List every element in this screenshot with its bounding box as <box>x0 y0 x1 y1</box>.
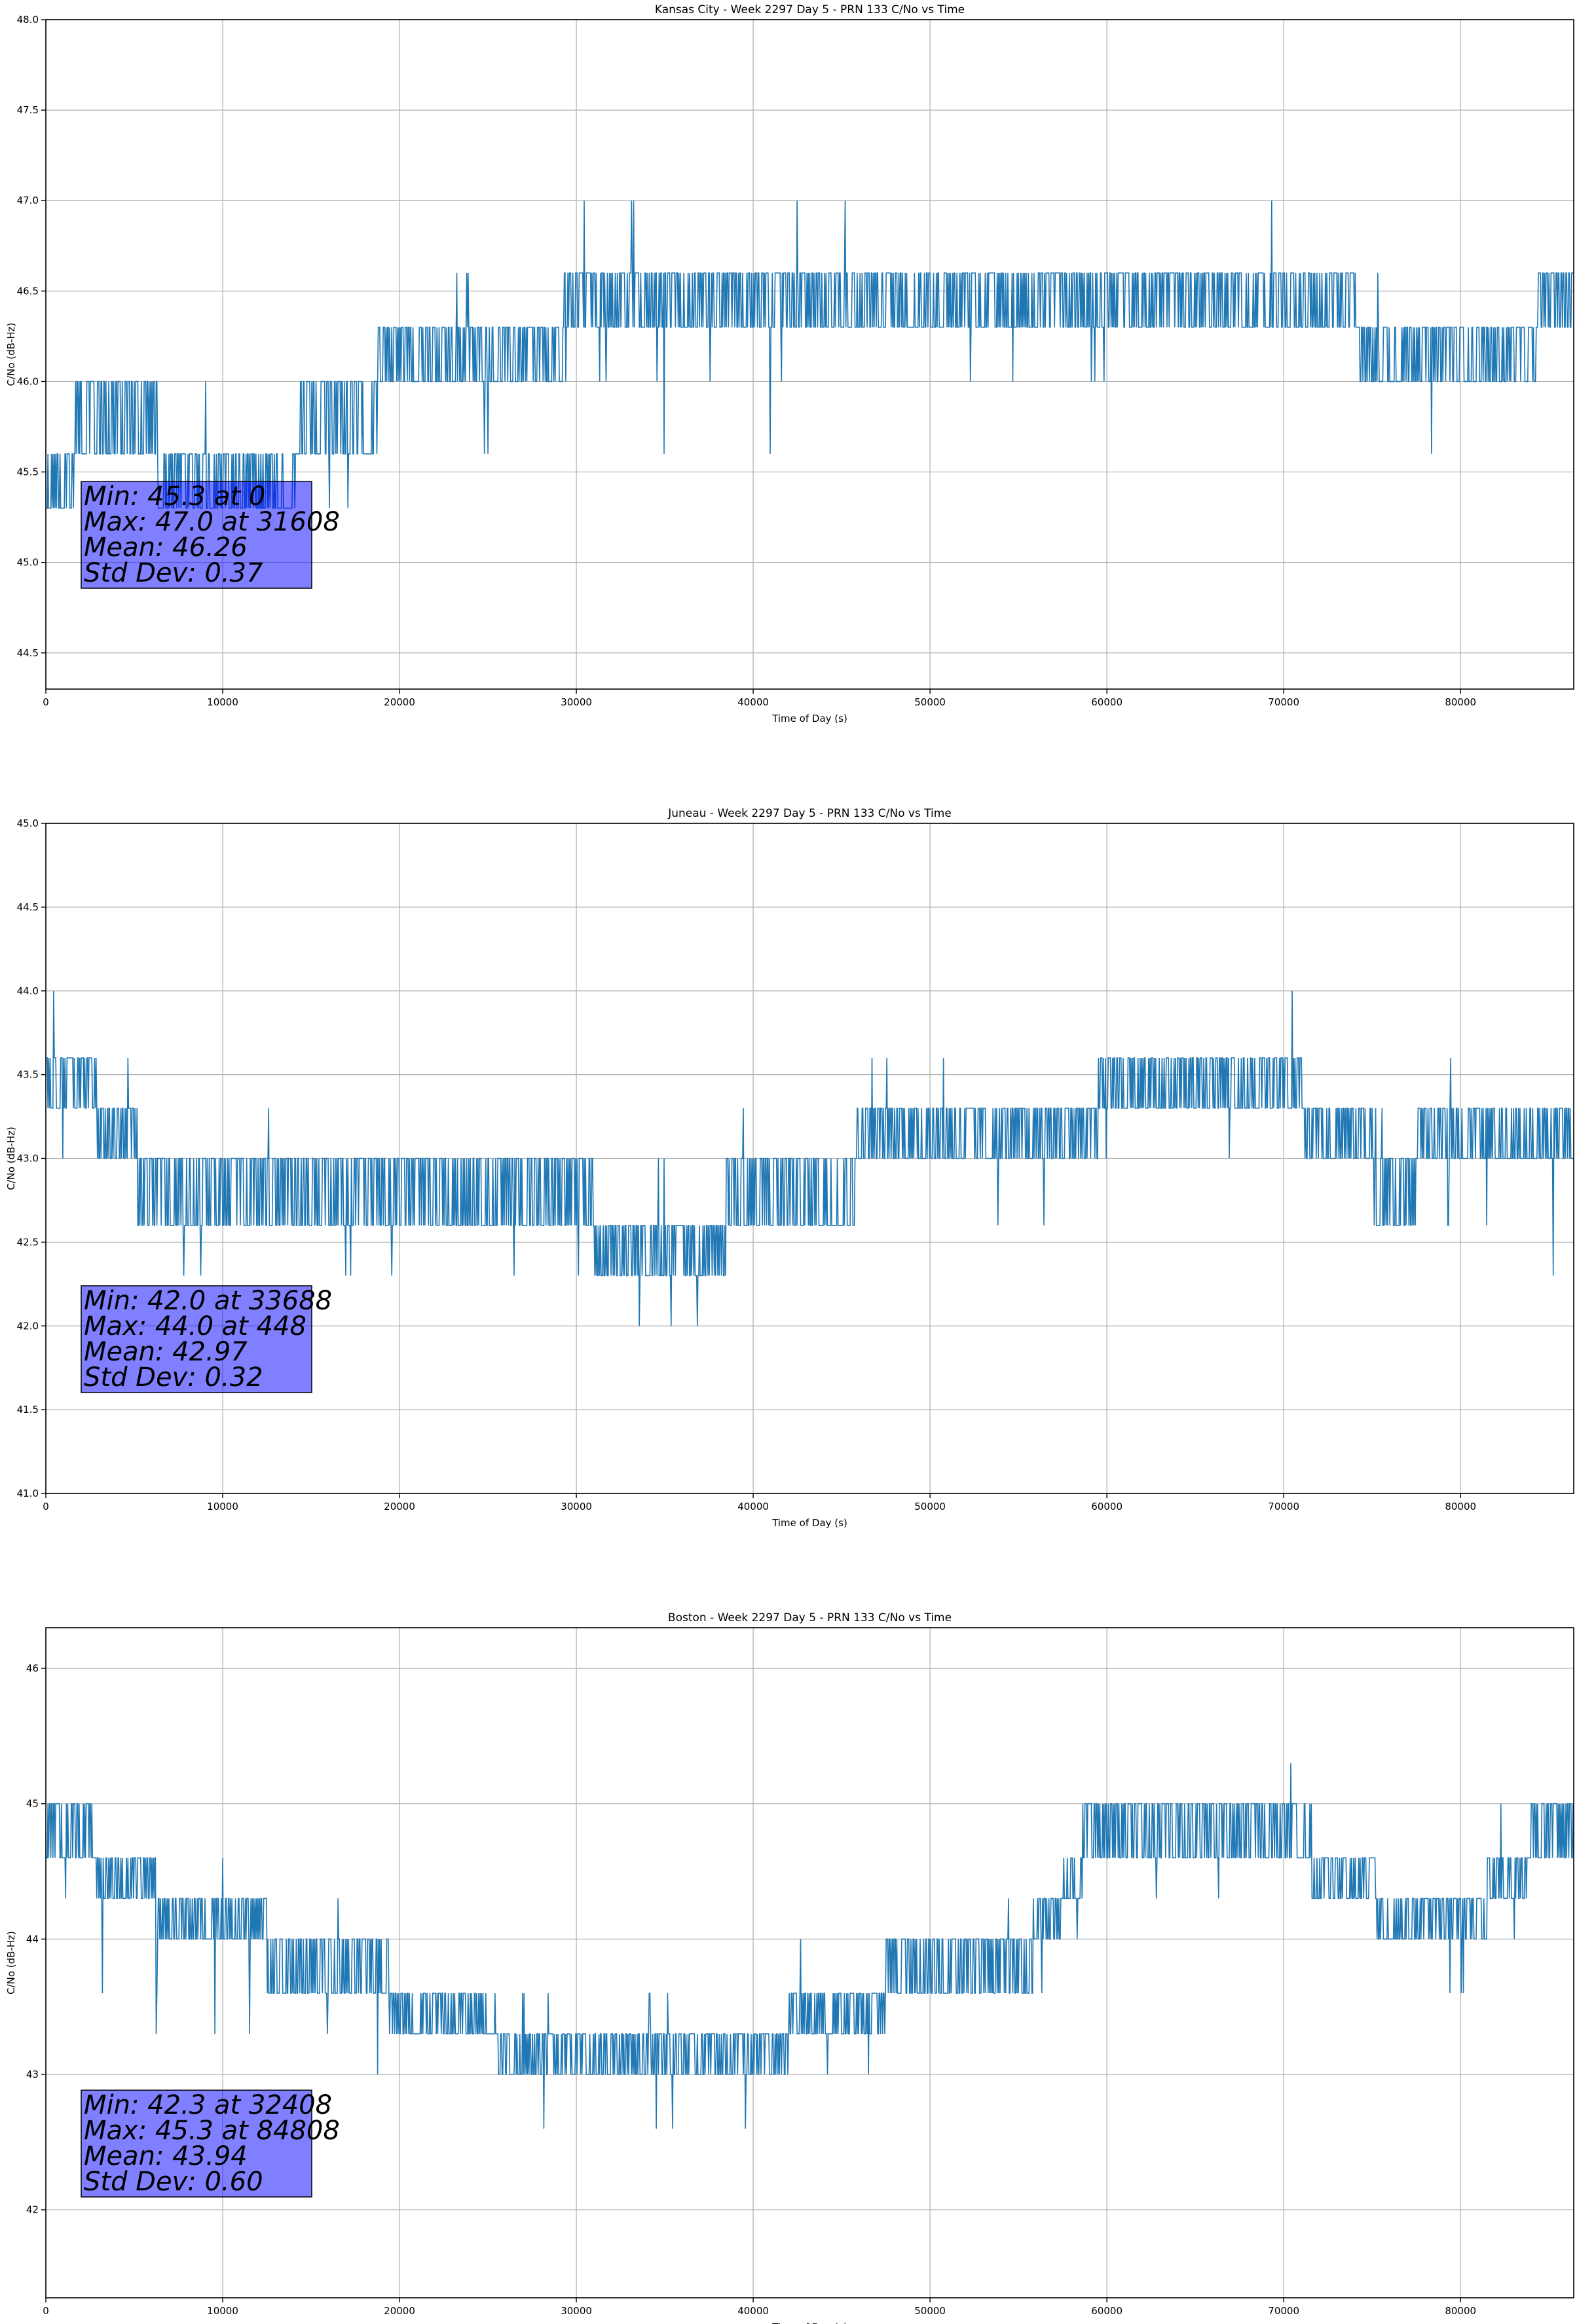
x-tick-label: 30000 <box>561 2305 592 2317</box>
y-tick-label: 42 <box>26 2204 39 2216</box>
x-tick-label: 60000 <box>1091 2305 1122 2317</box>
y-tick-label: 43.0 <box>17 1153 39 1165</box>
stats-line: Min: 42.3 at 32408 <box>84 2090 332 2120</box>
y-tick-label: 46.0 <box>17 375 39 387</box>
y-axis-label: C/No (dB-Hz) <box>5 323 17 386</box>
y-tick-label: 47.5 <box>17 104 39 116</box>
series-line <box>46 1763 1574 2129</box>
y-axis-label: C/No (dB-Hz) <box>5 1931 17 1995</box>
x-tick-label: 50000 <box>914 2305 946 2317</box>
x-tick-label: 30000 <box>561 696 592 708</box>
x-tick-label: 10000 <box>207 2305 238 2317</box>
stats-line: Max: 47.0 at 31608 <box>84 507 340 537</box>
stats-box-background <box>81 1285 312 1393</box>
x-axis-label: Time of Day (s) <box>771 713 847 724</box>
x-tick-label: 50000 <box>914 1501 946 1512</box>
x-tick-label: 40000 <box>737 1501 769 1512</box>
x-tick-label: 0 <box>43 1501 49 1512</box>
y-tick-label: 46 <box>26 1662 39 1674</box>
y-tick-label: 48.0 <box>17 14 39 26</box>
stats-line: Std Dev: 0.60 <box>84 2167 263 2197</box>
y-tick-label: 47.0 <box>17 195 39 206</box>
stats-line: Std Dev: 0.37 <box>84 558 263 588</box>
x-tick-label: 40000 <box>737 2305 769 2317</box>
chart-title: Kansas City - Week 2297 Day 5 - PRN 133 … <box>655 3 965 16</box>
y-tick-label: 42.5 <box>17 1236 39 1248</box>
x-tick-label: 70000 <box>1268 696 1299 708</box>
axes-frame <box>45 19 1574 690</box>
chart-panel-2: Boston - Week 2297 Day 5 - PRN 133 C/No … <box>5 1611 1574 2324</box>
x-tick-label: 40000 <box>737 696 769 708</box>
y-tick-label: 44.5 <box>17 647 39 659</box>
axes-frame <box>45 1627 1574 2298</box>
x-axis-label: Time of Day (s) <box>771 1517 847 1529</box>
x-tick-label: 60000 <box>1091 696 1122 708</box>
x-tick-label: 80000 <box>1445 1501 1476 1512</box>
y-tick-label: 45.5 <box>17 466 39 478</box>
stats-line: Std Dev: 0.32 <box>84 1362 263 1393</box>
x-tick-label: 80000 <box>1445 696 1476 708</box>
y-tick-label: 44.0 <box>17 985 39 997</box>
y-tick-label: 43 <box>26 2069 39 2080</box>
series-group <box>46 200 1574 509</box>
stats-line: Max: 45.3 at 84808 <box>84 2116 340 2146</box>
y-tick-label: 45.0 <box>17 557 39 569</box>
x-axis-label: Time of Day (s) <box>771 2321 847 2324</box>
chart-title: Boston - Week 2297 Day 5 - PRN 133 C/No … <box>668 1611 952 1624</box>
series-line <box>46 990 1574 1326</box>
y-axis-label: C/No (dB-Hz) <box>5 1127 17 1190</box>
x-tick-label: 30000 <box>561 1501 592 1512</box>
y-tick-label: 46.5 <box>17 285 39 297</box>
chart-panel-0: Kansas City - Week 2297 Day 5 - PRN 133 … <box>5 3 1574 724</box>
y-tick-label: 41.5 <box>17 1404 39 1415</box>
x-tick-label: 70000 <box>1268 2305 1299 2317</box>
series-group <box>46 990 1574 1326</box>
y-tick-label: 44.5 <box>17 901 39 913</box>
stats-line: Mean: 42.97 <box>84 1337 248 1367</box>
x-tick-label: 70000 <box>1268 1501 1299 1512</box>
y-tick-label: 42.0 <box>17 1320 39 1332</box>
y-tick-label: 44 <box>26 1933 39 1945</box>
stats-line: Mean: 43.94 <box>84 2141 248 2171</box>
x-tick-label: 20000 <box>384 696 415 708</box>
stats-box-background <box>81 481 312 589</box>
x-tick-label: 0 <box>43 2305 49 2317</box>
y-tick-label: 43.5 <box>17 1069 39 1081</box>
x-tick-label: 60000 <box>1091 1501 1122 1512</box>
x-tick-label: 10000 <box>207 696 238 708</box>
stats-line: Max: 44.0 at 448 <box>84 1311 306 1341</box>
x-tick-label: 80000 <box>1445 2305 1476 2317</box>
y-tick-label: 41.0 <box>17 1488 39 1499</box>
x-tick-label: 20000 <box>384 1501 415 1512</box>
x-tick-label: 20000 <box>384 2305 415 2317</box>
x-tick-label: 50000 <box>914 696 946 708</box>
series-group <box>46 1763 1574 2129</box>
x-tick-label: 10000 <box>207 1501 238 1512</box>
stats-line: Mean: 46.26 <box>84 533 248 563</box>
chart-panel-1: Juneau - Week 2297 Day 5 - PRN 133 C/No … <box>5 807 1574 1529</box>
stats-line: Min: 42.0 at 33688 <box>84 1286 332 1316</box>
y-tick-label: 45 <box>26 1798 39 1810</box>
stats-box-background <box>81 2090 312 2198</box>
chart-title: Juneau - Week 2297 Day 5 - PRN 133 C/No … <box>667 807 952 820</box>
stats-line: Min: 45.3 at 0 <box>84 481 265 512</box>
y-tick-label: 45.0 <box>17 817 39 829</box>
x-tick-label: 0 <box>43 696 49 708</box>
series-line <box>46 200 1574 509</box>
